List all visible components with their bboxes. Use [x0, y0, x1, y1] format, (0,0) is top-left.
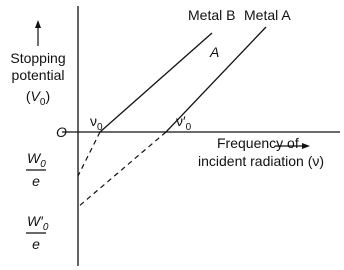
nu: ν — [90, 113, 97, 129]
paren: ) — [45, 88, 50, 104]
point-label: A — [209, 44, 219, 60]
arrow-head — [302, 143, 310, 149]
metal-b-line — [99, 32, 213, 133]
nu: ν′ — [176, 113, 186, 129]
y-label: potential — [12, 67, 65, 83]
denominator: e — [32, 236, 40, 252]
subscript: 0 — [40, 97, 46, 108]
w: W′ — [27, 213, 44, 229]
threshold-label: ν′0 — [176, 113, 192, 133]
y-label: (V0) — [26, 88, 50, 108]
subscript: 0 — [40, 159, 46, 170]
line-label: Metal A — [244, 7, 291, 23]
x-label: incident radiation (ν) — [198, 153, 324, 169]
metal-a-label: Metal A — [244, 7, 291, 23]
x-label: Frequency of — [217, 135, 299, 151]
w: W — [27, 150, 42, 166]
intercept-label: W′0 — [27, 213, 49, 233]
metal-a-extrapolation — [77, 131, 167, 208]
subscript: 0 — [186, 122, 192, 133]
symbol: V — [31, 88, 42, 104]
paren: ( — [26, 88, 31, 104]
subscript: 0 — [43, 222, 49, 233]
arrow-head — [35, 20, 41, 28]
y-label: Stopping — [10, 50, 65, 66]
origin-label: O — [56, 124, 67, 140]
metal-b-label: Metal B — [188, 7, 235, 23]
metal-a-line — [165, 26, 267, 133]
denominator: e — [32, 173, 40, 189]
line-label: Metal B — [188, 7, 235, 23]
subscript: 0 — [97, 122, 103, 133]
metal-b-extrapolation — [77, 131, 101, 177]
intercept-label: W0 — [27, 150, 46, 170]
threshold-label: ν0 — [90, 113, 103, 133]
